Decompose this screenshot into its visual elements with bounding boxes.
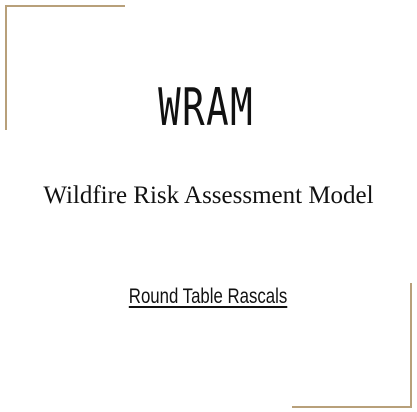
title-full-name: Wildfire Risk Assessment Model bbox=[43, 182, 374, 209]
team-name: Round Table Rascals bbox=[0, 283, 417, 311]
frame-corner-bottom-right bbox=[292, 283, 412, 408]
team-name-label: Round Table Rascals bbox=[129, 285, 288, 308]
frame-corner-top-left bbox=[5, 5, 125, 130]
title-acronym: WRAM bbox=[158, 78, 255, 138]
